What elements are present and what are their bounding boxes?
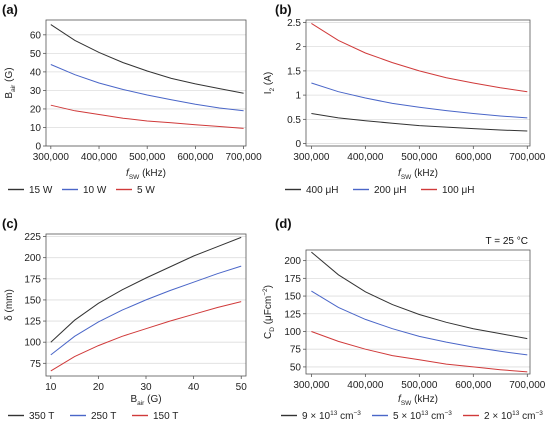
legend-label: 5 W bbox=[137, 185, 155, 196]
series-line-1 bbox=[311, 113, 528, 132]
y-axis-label: δ (mm) bbox=[4, 289, 15, 321]
x-axis-label: Bair (G) bbox=[130, 394, 161, 407]
legend-label: 5 × 1013 cm−3 bbox=[393, 410, 452, 422]
x-tick-label: 600,000 bbox=[455, 380, 492, 391]
y-tick-label: 75 bbox=[290, 345, 302, 356]
legend-label: 2 × 1013 cm−3 bbox=[484, 410, 543, 422]
x-tick-label: 50 bbox=[236, 382, 248, 393]
y-tick-label: 0.5 bbox=[287, 115, 301, 126]
legend-label: 9 × 1013 cm−3 bbox=[302, 410, 361, 422]
x-axis-label: fSW (kHz) bbox=[398, 394, 438, 407]
plot-frame bbox=[45, 233, 247, 377]
x-tick-label: 500,000 bbox=[401, 380, 438, 391]
y-tick-label: 150 bbox=[284, 292, 301, 303]
x-tick-label: 300,000 bbox=[293, 380, 330, 391]
y-tick-label: 40 bbox=[30, 67, 42, 78]
legend-label: 350 T bbox=[29, 411, 54, 422]
y-tick-label: 200 bbox=[24, 253, 41, 264]
series-line-3 bbox=[50, 301, 242, 372]
plot-frame bbox=[305, 19, 531, 147]
temperature-annotation: T = 25 °C bbox=[486, 236, 528, 247]
y-tick-label: 100 bbox=[24, 338, 41, 349]
plot-frame bbox=[45, 19, 247, 147]
series-line-3 bbox=[311, 331, 528, 373]
y-axis-label: Bair (G) bbox=[4, 67, 17, 98]
y-axis-label: I2 (A) bbox=[263, 72, 276, 95]
x-tick-label: 700,000 bbox=[509, 380, 546, 391]
y-tick-label: 1 bbox=[295, 91, 301, 102]
chart-panel-4: (d) T = 25 °C 50 75 100 125 150 175 200 300,000 40… bbox=[262, 216, 546, 422]
chart-panel-2: (b) 0 0.5 1 1.5 2 2.5 300,000 400,000 500,000 600,… bbox=[263, 2, 546, 196]
x-tick-label: 500,000 bbox=[401, 152, 438, 163]
series-line-2 bbox=[50, 265, 242, 356]
y-axis-label: CD (μFcm−2) bbox=[262, 285, 276, 339]
panel-label: (c) bbox=[2, 216, 18, 231]
y-tick-label: 30 bbox=[30, 86, 42, 97]
series-line-1 bbox=[50, 24, 244, 94]
legend-label: 150 T bbox=[153, 411, 178, 422]
x-tick-label: 400,000 bbox=[347, 152, 384, 163]
chart-panel-3: (c) 75 100 125 150 175 200 225 10 20 30 40 50 Bair (G… bbox=[2, 216, 247, 422]
series-line-1 bbox=[311, 251, 528, 340]
x-tick-label: 500,000 bbox=[129, 152, 166, 163]
y-tick-label: 175 bbox=[284, 274, 301, 285]
x-tick-label: 20 bbox=[93, 382, 105, 393]
x-tick-label: 700,000 bbox=[509, 152, 546, 163]
panel-label: (d) bbox=[275, 216, 292, 231]
y-tick-label: 60 bbox=[30, 30, 42, 41]
y-tick-label: 75 bbox=[30, 359, 42, 370]
y-tick-label: 50 bbox=[30, 49, 42, 60]
y-tick-label: 150 bbox=[24, 295, 41, 306]
y-tick-label: 2.5 bbox=[287, 18, 301, 29]
y-tick-label: 1.5 bbox=[287, 66, 301, 77]
y-tick-label: 125 bbox=[24, 317, 41, 328]
legend-label: 15 W bbox=[29, 185, 53, 196]
series-line-3 bbox=[311, 22, 528, 93]
x-tick-label: 40 bbox=[188, 382, 200, 393]
x-tick-label: 10 bbox=[45, 382, 57, 393]
y-tick-label: 175 bbox=[24, 274, 41, 285]
legend-label: 250 T bbox=[91, 411, 116, 422]
chart-panel-1: (a) 0 10 20 30 40 50 60 300,000 400,000 500,000 600… bbox=[2, 2, 262, 196]
y-tick-label: 2 bbox=[295, 42, 301, 53]
x-tick-label: 600,000 bbox=[455, 152, 492, 163]
y-tick-label: 200 bbox=[284, 256, 301, 267]
y-tick-label: 0 bbox=[35, 142, 41, 153]
legend-label: 400 μH bbox=[306, 185, 338, 196]
y-tick-label: 100 bbox=[284, 327, 301, 338]
x-axis-label: fSW (kHz) bbox=[398, 168, 438, 181]
x-tick-label: 400,000 bbox=[81, 152, 118, 163]
series-line-2 bbox=[50, 64, 244, 112]
panel-label: (b) bbox=[275, 2, 292, 17]
legend-label: 200 μH bbox=[374, 185, 406, 196]
panel-label: (a) bbox=[2, 2, 18, 17]
plot-frame bbox=[305, 249, 531, 375]
y-tick-label: 0 bbox=[295, 139, 301, 150]
legend-label: 10 W bbox=[83, 185, 107, 196]
legend-label: 100 μH bbox=[442, 185, 474, 196]
x-tick-label: 700,000 bbox=[226, 152, 263, 163]
series-line-1 bbox=[50, 236, 242, 343]
y-tick-label: 225 bbox=[24, 232, 41, 243]
y-tick-label: 125 bbox=[284, 309, 301, 320]
series-line-3 bbox=[50, 104, 244, 129]
series-line-2 bbox=[311, 82, 528, 119]
y-tick-label: 10 bbox=[30, 123, 42, 134]
series-line-2 bbox=[311, 290, 528, 356]
y-tick-label: 50 bbox=[290, 362, 302, 373]
x-tick-label: 300,000 bbox=[33, 152, 70, 163]
x-tick-label: 400,000 bbox=[347, 380, 384, 391]
x-axis-label: fSW (kHz) bbox=[126, 168, 166, 181]
x-tick-label: 300,000 bbox=[293, 152, 330, 163]
y-tick-label: 20 bbox=[30, 104, 42, 115]
x-tick-label: 600,000 bbox=[177, 152, 214, 163]
x-tick-label: 30 bbox=[140, 382, 152, 393]
